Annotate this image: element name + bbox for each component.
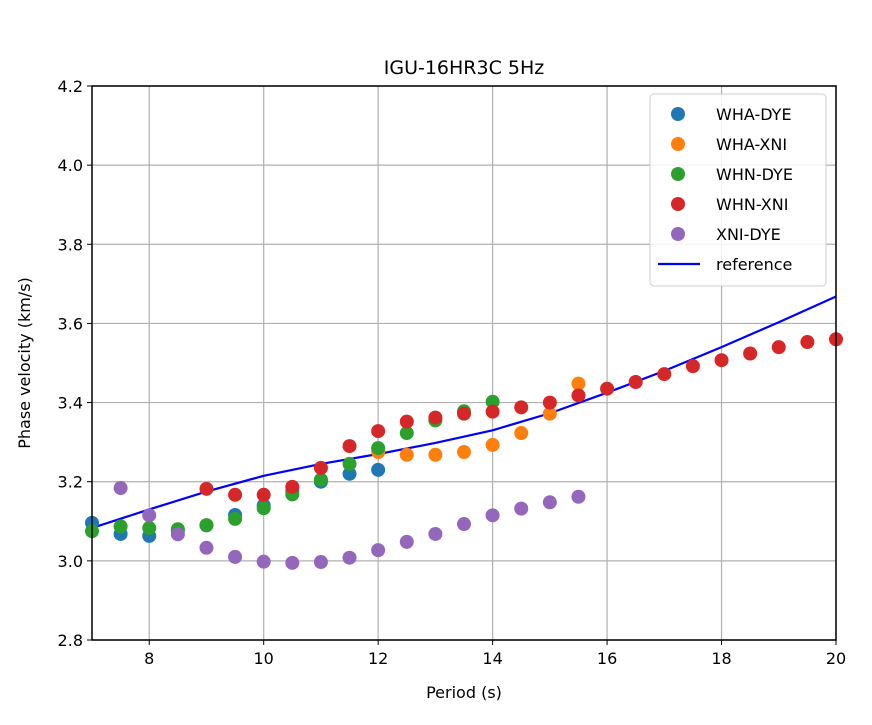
x-tick-label: 8 bbox=[144, 649, 154, 668]
plot-frame bbox=[91, 85, 837, 641]
point-whn-xni bbox=[399, 414, 414, 429]
point-wha-xni bbox=[428, 447, 443, 462]
legend-box bbox=[649, 93, 827, 287]
point-whn-xni bbox=[685, 359, 700, 374]
reference-line bbox=[91, 295, 837, 530]
point-wha-xni bbox=[485, 437, 500, 452]
point-whn-xni bbox=[428, 410, 443, 425]
point-xni-dye bbox=[142, 508, 157, 523]
point-whn-dye bbox=[371, 441, 386, 456]
legend-label: WHN-DYE bbox=[716, 165, 793, 184]
point-whn-dye bbox=[113, 519, 128, 534]
point-xni-dye bbox=[199, 540, 214, 555]
y-tick-label: 3.0 bbox=[58, 552, 83, 571]
legend-label: WHA-DYE bbox=[716, 105, 792, 124]
point-xni-dye bbox=[457, 517, 471, 532]
point-xni-dye bbox=[313, 555, 328, 570]
point-whn-xni bbox=[800, 335, 815, 350]
legend-label: XNI-DYE bbox=[716, 225, 781, 244]
point-whn-xni bbox=[542, 395, 557, 410]
y-tick-label: 4.0 bbox=[58, 156, 83, 175]
point-whn-dye bbox=[256, 501, 271, 516]
point-whn-dye bbox=[228, 511, 243, 526]
point-xni-dye bbox=[514, 501, 529, 516]
point-wha-dye bbox=[342, 466, 357, 481]
legend-marker bbox=[671, 227, 685, 241]
legend-label: WHN-XNI bbox=[716, 195, 788, 214]
x-axis-label: Period (s) bbox=[426, 683, 502, 702]
point-whn-xni bbox=[485, 404, 500, 419]
x-tick-label: 16 bbox=[597, 649, 617, 668]
point-xni-dye bbox=[342, 550, 357, 565]
x-tick-label: 14 bbox=[482, 649, 502, 668]
point-wha-xni bbox=[542, 406, 557, 421]
point-whn-xni bbox=[514, 400, 529, 415]
y-tick-label: 3.4 bbox=[58, 394, 83, 413]
point-whn-dye bbox=[199, 518, 214, 533]
point-whn-xni bbox=[714, 353, 729, 368]
x-tick-label: 12 bbox=[368, 649, 388, 668]
point-whn-dye bbox=[485, 394, 500, 409]
point-wha-xni bbox=[514, 426, 529, 441]
legend-marker bbox=[671, 137, 685, 151]
chart-title: IGU-16HR3C 5Hz bbox=[384, 57, 545, 79]
point-whn-xni bbox=[228, 487, 243, 502]
point-xni-dye bbox=[485, 508, 500, 523]
point-xni-dye bbox=[428, 526, 443, 541]
legend-marker bbox=[671, 107, 685, 121]
point-xni-dye bbox=[571, 489, 586, 504]
point-whn-xni bbox=[313, 460, 328, 475]
point-xni-dye bbox=[371, 543, 386, 558]
point-whn-xni bbox=[285, 479, 300, 494]
point-whn-xni bbox=[600, 381, 615, 396]
x-tick-label: 20 bbox=[826, 649, 846, 668]
point-xni-dye bbox=[542, 495, 557, 510]
point-wha-xni bbox=[457, 445, 471, 460]
point-wha-dye bbox=[371, 462, 386, 477]
point-wha-xni bbox=[571, 376, 586, 391]
x-tick-label: 10 bbox=[254, 649, 274, 668]
y-tick-label: 4.2 bbox=[58, 77, 83, 96]
y-axis-label: Phase velocity (km/s) bbox=[15, 277, 34, 449]
point-whn-xni bbox=[743, 346, 758, 361]
legend-marker bbox=[671, 197, 685, 211]
point-whn-xni bbox=[371, 424, 386, 439]
point-whn-xni bbox=[457, 406, 471, 421]
point-whn-xni bbox=[199, 481, 214, 496]
point-whn-xni bbox=[628, 374, 643, 389]
point-whn-xni bbox=[771, 340, 786, 355]
point-xni-dye bbox=[399, 534, 414, 549]
y-tick-label: 3.2 bbox=[58, 473, 83, 492]
y-tick-label: 3.6 bbox=[58, 314, 83, 333]
point-whn-xni bbox=[342, 439, 357, 454]
legend-label: reference bbox=[716, 255, 792, 274]
point-whn-dye bbox=[313, 472, 328, 487]
point-xni-dye bbox=[256, 554, 271, 569]
point-whn-xni bbox=[571, 388, 586, 403]
point-xni-dye bbox=[285, 555, 300, 570]
legend-label: WHA-XNI bbox=[716, 135, 787, 154]
legend-marker bbox=[671, 167, 685, 181]
point-whn-dye bbox=[142, 521, 157, 536]
point-whn-xni bbox=[657, 367, 672, 382]
point-whn-dye bbox=[342, 456, 357, 471]
point-wha-xni bbox=[399, 447, 414, 462]
y-tick-label: 2.8 bbox=[58, 631, 83, 650]
point-xni-dye bbox=[113, 481, 128, 496]
point-xni-dye bbox=[228, 549, 243, 564]
point-xni-dye bbox=[170, 527, 185, 542]
point-whn-dye bbox=[399, 426, 414, 441]
legend: WHA-DYE WHA-XNI WHN-DYE WHN-XNI XNI-DYE refer… bbox=[649, 93, 827, 287]
point-whn-xni bbox=[256, 487, 271, 502]
y-tick-label: 3.8 bbox=[58, 235, 83, 254]
x-tick-label: 18 bbox=[711, 649, 731, 668]
